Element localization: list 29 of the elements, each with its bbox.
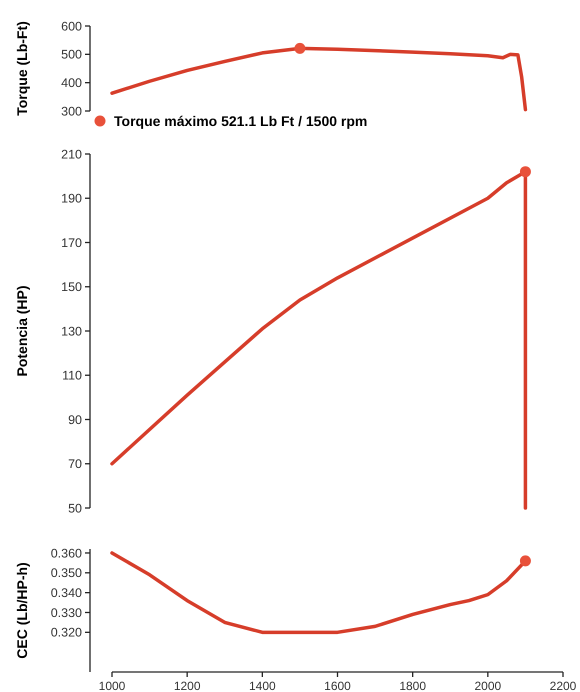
y-tick-label: 400 — [61, 76, 82, 90]
y-axis-title: Potencia (HP) — [14, 285, 30, 377]
y-tick-label: 110 — [62, 368, 82, 383]
y-tick-label: 0.330 — [50, 606, 82, 620]
y-tick-label: 0.340 — [50, 586, 82, 600]
y-tick-label: 0.350 — [50, 566, 82, 580]
x-tick-label: 1000 — [98, 679, 126, 692]
y-tick-label: 0.320 — [50, 626, 82, 640]
y-tick-label: 90 — [68, 412, 82, 427]
y-tick-label: 600 — [61, 19, 82, 34]
y-tick-label: 500 — [61, 48, 82, 62]
y-axis-title: Torque (Lb-Ft) — [14, 21, 30, 116]
y-tick-label: 70 — [68, 457, 82, 472]
y-tick-label: 150 — [61, 280, 82, 294]
y-tick-label: 0.360 — [50, 546, 82, 560]
y-tick-label: 300 — [61, 104, 82, 118]
x-tick-label: 1800 — [399, 679, 426, 692]
legend-label: Torque máximo 521.1 Lb Ft / 1500 rpm — [114, 112, 368, 129]
y-tick-label: 190 — [61, 192, 82, 206]
y-axis-title: CEC (Lb/HP-h) — [14, 562, 30, 659]
x-tick-label: 1400 — [248, 679, 276, 692]
x-tick-label: 2000 — [474, 679, 502, 692]
y-tick-label: 170 — [61, 236, 82, 250]
y-tick-label: 130 — [61, 324, 82, 338]
x-tick-label: 1200 — [174, 679, 201, 692]
x-tick-label: 2200 — [550, 679, 577, 692]
y-tick-label: 210 — [61, 147, 82, 162]
x-tick-label: 1600 — [324, 679, 352, 692]
y-tick-label: 50 — [68, 501, 82, 516]
